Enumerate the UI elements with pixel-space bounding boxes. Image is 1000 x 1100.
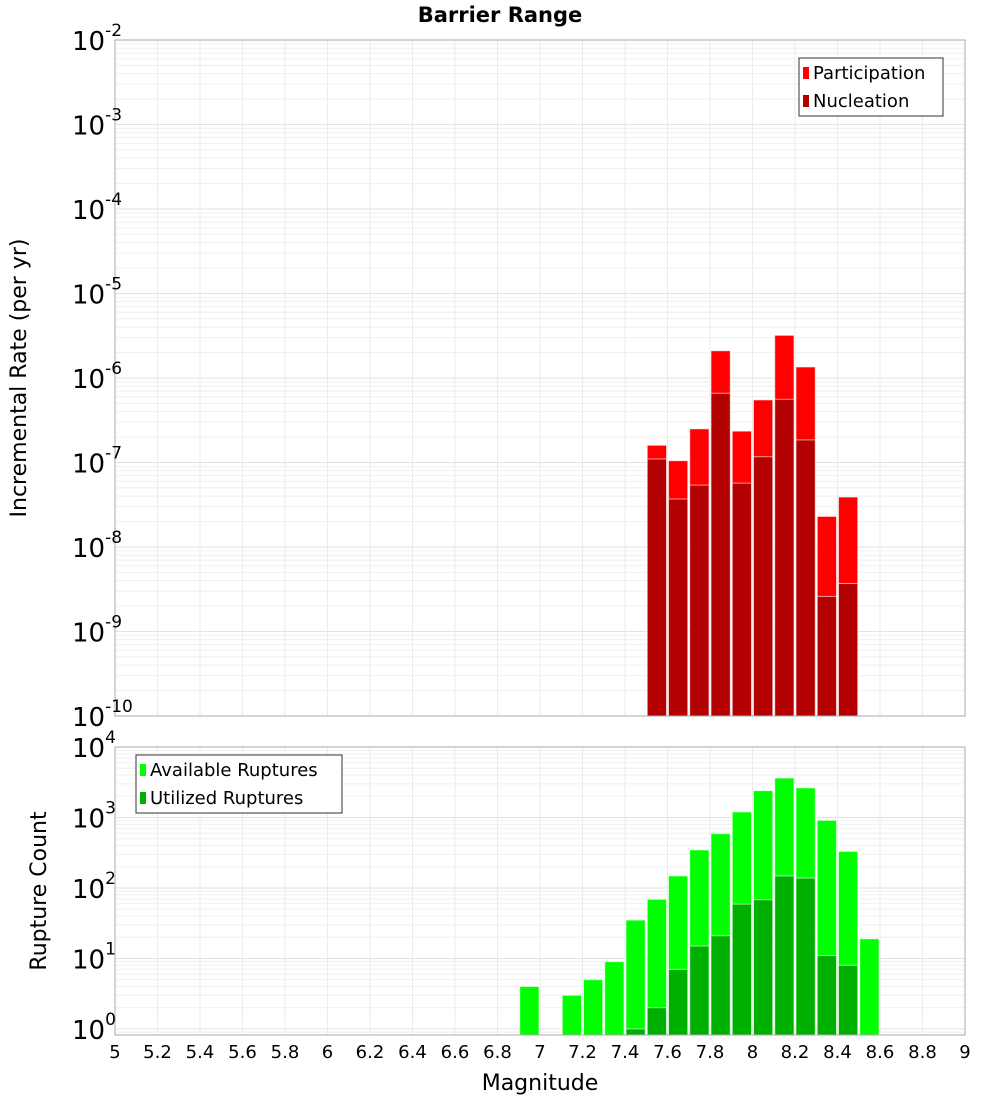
x-tick-label: 6.4 [398, 1042, 427, 1063]
bar-available-ruptures [859, 938, 880, 1036]
legend-swatch [140, 764, 146, 776]
y-tick-label: 100 [72, 1010, 116, 1046]
bar-nucleation [816, 595, 837, 717]
x-tick-label: 5.2 [143, 1042, 172, 1063]
x-tick-label: 7.8 [696, 1042, 725, 1063]
x-tick-label: 6.8 [483, 1042, 512, 1063]
y-tick-label: 10-3 [72, 106, 122, 142]
x-tick-label: 8.4 [823, 1042, 852, 1063]
y-tick-label: 104 [72, 728, 116, 764]
bar-nucleation [838, 582, 859, 717]
x-tick-label: 6 [322, 1042, 333, 1063]
x-tick-label: 8.2 [781, 1042, 810, 1063]
bar-available-ruptures [583, 979, 604, 1036]
x-tick-label: 9 [959, 1042, 970, 1063]
bar-nucleation [753, 456, 774, 717]
bar-utilized-ruptures [816, 955, 837, 1036]
bar-utilized-ruptures [774, 875, 795, 1036]
y-tick-label: 10-9 [72, 613, 122, 649]
bar-available-ruptures [519, 985, 540, 1036]
bar-available-ruptures [625, 919, 646, 1036]
legend-swatch [140, 792, 146, 804]
x-axis-label: Magnitude [482, 1071, 599, 1096]
x-tick-label: 6.6 [441, 1042, 470, 1063]
x-tick-label: 6.2 [356, 1042, 385, 1063]
y-tick-label: 10-4 [72, 190, 122, 226]
plot-frame [114, 39, 966, 717]
y-tick-label: 101 [72, 939, 116, 975]
bar-utilized-ruptures [710, 935, 731, 1036]
y-tick-label: 10-8 [72, 528, 122, 564]
y-tick-label: 10-7 [72, 444, 122, 480]
bar-nucleation [689, 484, 710, 717]
x-tick-label: 5.8 [271, 1042, 300, 1063]
x-tick-label: 5 [109, 1042, 120, 1063]
bar-nucleation [774, 398, 795, 717]
legend-label: Available Ruptures [150, 760, 318, 781]
x-tick-label: 5.6 [228, 1042, 257, 1063]
bar-nucleation [668, 498, 689, 717]
bar-utilized-ruptures [668, 968, 689, 1036]
y-tick-label: 10-2 [72, 21, 122, 57]
x-tick-label: 8.6 [866, 1042, 895, 1063]
legend-label: Participation [813, 63, 925, 84]
bar-utilized-ruptures [646, 1007, 667, 1036]
bar-utilized-ruptures [838, 964, 859, 1036]
bar-utilized-ruptures [795, 877, 816, 1036]
y-tick-label: 102 [72, 869, 116, 905]
x-tick-label: 7.2 [568, 1042, 597, 1063]
bar-utilized-ruptures [753, 899, 774, 1036]
legend-box [798, 57, 944, 117]
y-axis-label: Incremental Rate (per yr) [7, 239, 32, 518]
bar-nucleation [795, 439, 816, 717]
bar-available-ruptures [561, 994, 582, 1036]
y-tick-label: 10-6 [72, 359, 122, 395]
legend-label: Nucleation [813, 91, 909, 112]
x-tick-label: 7 [534, 1042, 545, 1063]
x-tick-label: 8 [747, 1042, 758, 1063]
bar-available-ruptures [604, 961, 625, 1036]
legend-label: Utilized Ruptures [150, 788, 303, 809]
chart-title: Barrier Range [418, 3, 583, 27]
legend-swatch [803, 67, 809, 79]
bar-nucleation [646, 458, 667, 717]
plot-frame [114, 746, 966, 1036]
bar-utilized-ruptures [689, 945, 710, 1036]
bar-nucleation [731, 482, 752, 717]
y-tick-label: 103 [72, 798, 116, 834]
x-tick-label: 7.6 [653, 1042, 682, 1063]
x-tick-label: 5.4 [186, 1042, 215, 1063]
y-axis-label: Rupture Count [27, 811, 52, 971]
bar-nucleation [710, 392, 731, 717]
bar-utilized-ruptures [731, 903, 752, 1036]
x-tick-label: 7.4 [611, 1042, 640, 1063]
y-tick-label: 10-5 [72, 275, 122, 311]
bar-utilized-ruptures [625, 1028, 646, 1036]
legend-box [135, 754, 343, 814]
x-tick-label: 8.8 [908, 1042, 937, 1063]
y-tick-label: 10-10 [72, 697, 133, 733]
legend-swatch [803, 95, 809, 107]
